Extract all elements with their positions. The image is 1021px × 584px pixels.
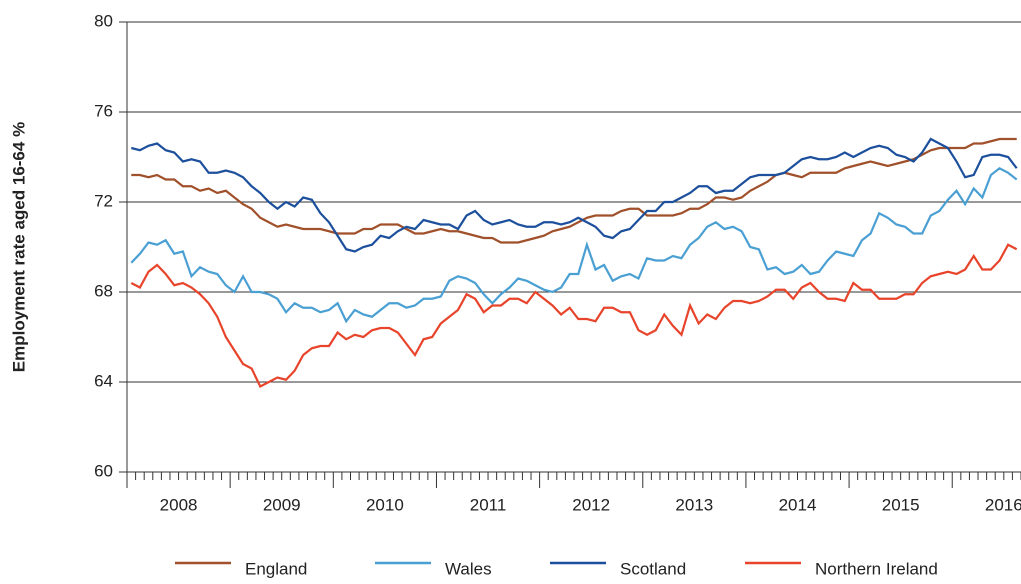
x-tick-label: 2012 [572,495,610,514]
series-line [131,137,1017,244]
x-tick-label: 2015 [882,495,920,514]
x-tick-label: 2011 [470,495,507,514]
legend-label: England [245,559,307,578]
legend-label: Northern Ireland [815,559,938,578]
x-tick-label: 2010 [366,495,404,514]
y-tick-label: 60 [94,461,113,480]
legend-label: Scotland [620,559,686,578]
y-tick-label: 80 [94,11,113,30]
x-tick-label: 2008 [160,495,198,514]
series-line [131,137,1018,253]
x-tick-label: 2016 [985,495,1021,514]
series-line [130,166,1018,324]
y-tick-label: 72 [94,191,113,210]
y-axis-label: Employment rate aged 16-64 % [9,122,28,372]
x-tick-label: 2014 [779,495,817,514]
x-tick-label: 2009 [263,495,301,514]
legend-label: Wales [445,559,492,578]
y-tick-label: 68 [94,281,113,300]
y-tick-label: 76 [94,101,113,120]
series-line [130,243,1018,389]
y-tick-label: 64 [94,371,113,390]
x-tick-label: 2013 [675,495,713,514]
